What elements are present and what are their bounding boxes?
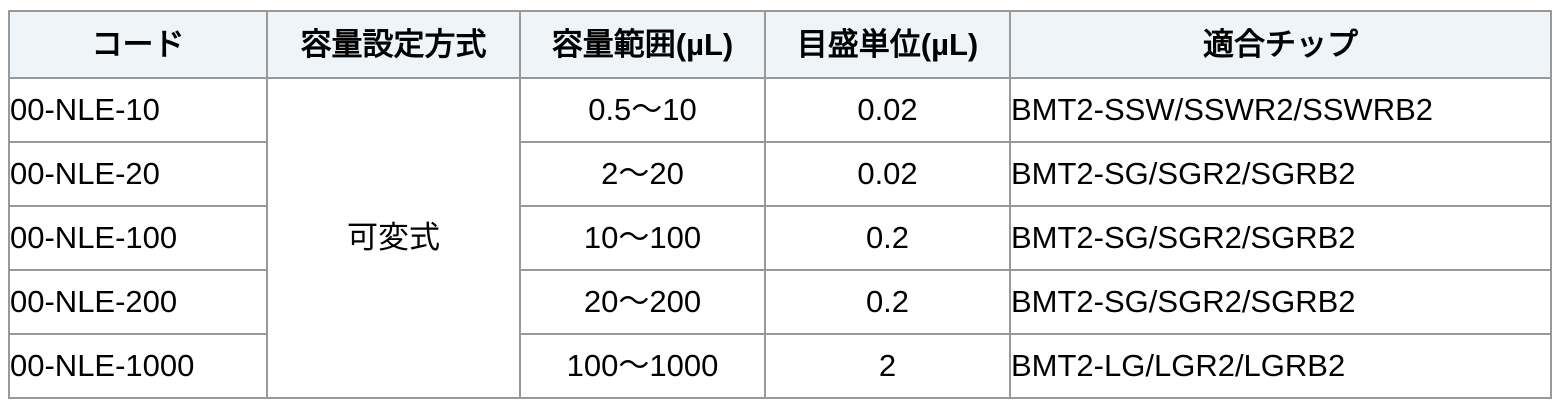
- column-header-compatible-tips: 適合チップ: [1009, 10, 1552, 79]
- table-row: 00-NLE-200 20～200 0.2 BMT2-SG/SGR2/SGRB2: [8, 269, 1552, 335]
- table-row: 00-NLE-10 可変式 0.5～10 0.02 BMT2-SSW/SSWR2…: [8, 77, 1552, 399]
- cell-volume-range: 20～200: [519, 269, 766, 335]
- cell-graduation-unit: 0.02: [764, 77, 1011, 143]
- table-row: 00-NLE-1000 100～1000 2 BMT2-LG/LGR2/LGRB…: [8, 333, 1552, 399]
- cell-compatible-tips: BMT2-LG/LGR2/LGRB2: [1009, 333, 1552, 399]
- cell-compatible-tips: BMT2-SSW/SSWR2/SSWRB2: [1009, 77, 1552, 143]
- cell-graduation-unit: 0.02: [764, 141, 1011, 207]
- cell-compatible-tips: BMT2-SG/SGR2/SGRB2: [1009, 205, 1552, 271]
- cell-code: 00-NLE-200: [8, 269, 268, 335]
- column-header-volume-setting: 容量設定方式: [266, 10, 521, 79]
- cell-capacity-method: 可変式: [266, 77, 521, 399]
- pipette-spec-table: コード 容量設定方式 容量範囲(µL) 目盛単位(µL) 適合チップ 00-NL…: [8, 10, 1552, 399]
- table-header: コード 容量設定方式 容量範囲(µL) 目盛単位(µL) 適合チップ: [8, 10, 1552, 79]
- table-row: 00-NLE-100 10～100 0.2 BMT2-SG/SGR2/SGRB2: [8, 205, 1552, 271]
- cell-volume-range: 10～100: [519, 205, 766, 271]
- cell-graduation-unit: 0.2: [764, 205, 1011, 271]
- header-row: コード 容量設定方式 容量範囲(µL) 目盛単位(µL) 適合チップ: [8, 10, 1552, 79]
- column-header-graduation-unit: 目盛単位(µL): [764, 10, 1011, 79]
- column-header-volume-range: 容量範囲(µL): [519, 10, 766, 79]
- table-body: 00-NLE-10 可変式 0.5～10 0.02 BMT2-SSW/SSWR2…: [8, 77, 1552, 399]
- cell-compatible-tips: BMT2-SG/SGR2/SGRB2: [1009, 141, 1552, 207]
- cell-code: 00-NLE-20: [8, 141, 268, 207]
- cell-graduation-unit: 0.2: [764, 269, 1011, 335]
- cell-volume-range: 2～20: [519, 141, 766, 207]
- cell-code: 00-NLE-1000: [8, 333, 268, 399]
- cell-volume-range: 100～1000: [519, 333, 766, 399]
- table-row: 00-NLE-20 2～20 0.02 BMT2-SG/SGR2/SGRB2: [8, 141, 1552, 207]
- cell-graduation-unit: 2: [764, 333, 1011, 399]
- cell-volume-range: 0.5～10: [519, 77, 766, 143]
- cell-code: 00-NLE-10: [8, 77, 268, 143]
- cell-code: 00-NLE-100: [8, 205, 268, 271]
- column-header-code: コード: [8, 10, 268, 79]
- cell-compatible-tips: BMT2-SG/SGR2/SGRB2: [1009, 269, 1552, 335]
